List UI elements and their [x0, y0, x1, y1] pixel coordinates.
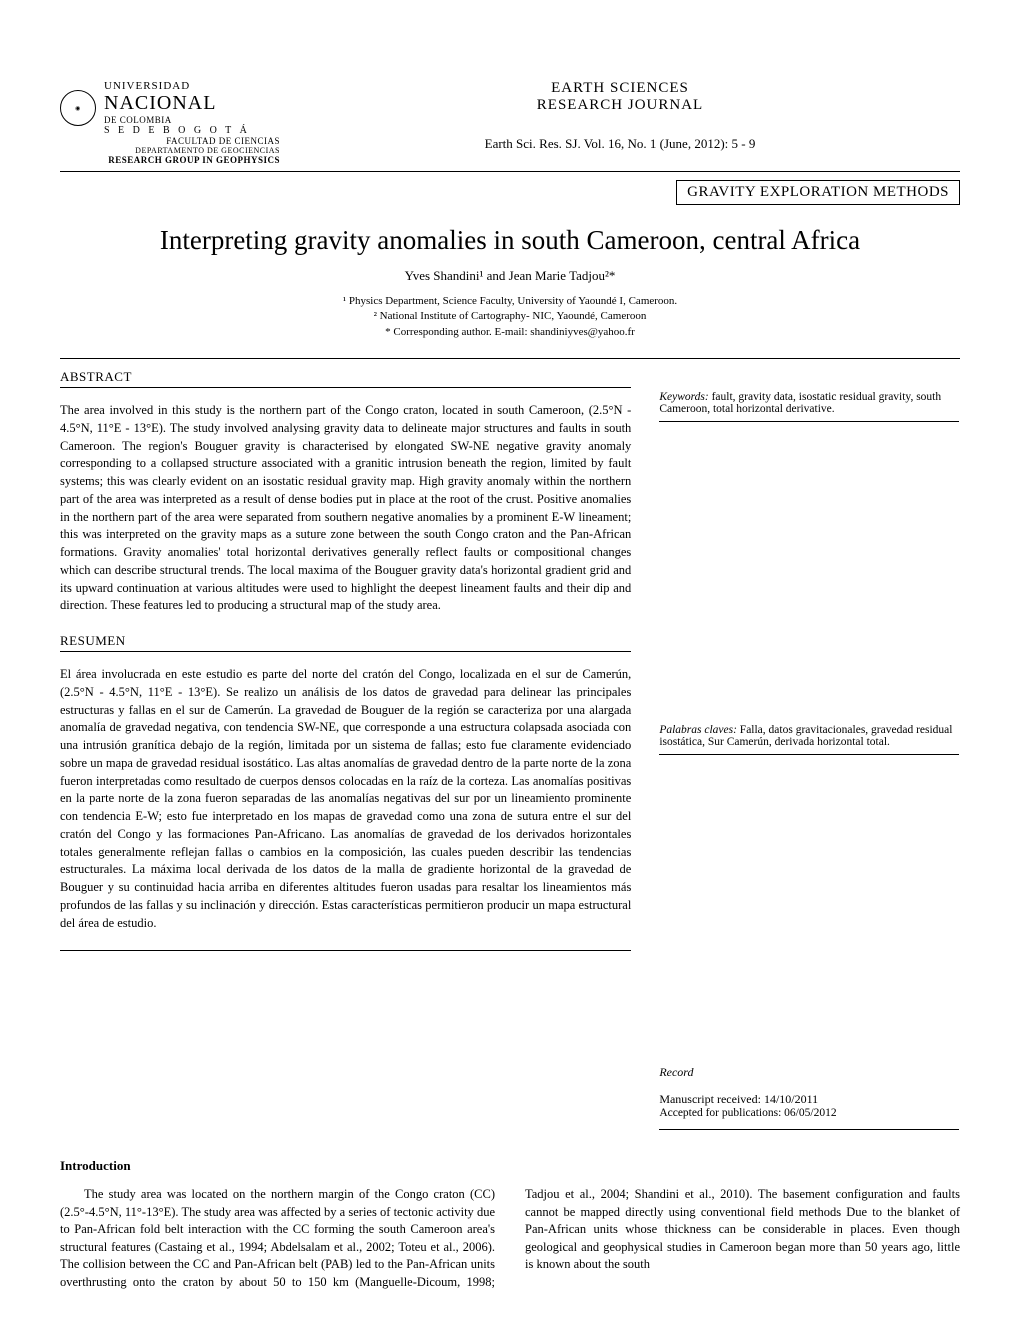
rule: [60, 950, 631, 951]
rule-short: [659, 754, 959, 755]
research-group-label: RESEARCH GROUP IN GEOPHYSICS: [60, 155, 280, 165]
affiliation-2: ² National Institute of Cartography- NIC…: [60, 309, 960, 324]
journal-header: EARTH SCIENCES RESEARCH JOURNAL Earth Sc…: [280, 70, 960, 152]
facultad-label: FACULTAD DE CIENCIAS: [60, 136, 280, 146]
article-title: Interpreting gravity anomalies in south …: [60, 225, 960, 256]
rule-short: [659, 421, 959, 422]
abstract-heading: ABSTRACT: [60, 369, 631, 385]
issue-line: Earth Sci. Res. SJ. Vol. 16, No. 1 (June…: [280, 136, 960, 152]
authors-line: Yves Shandini¹ and Jean Marie Tadjou²*: [60, 268, 960, 284]
journal-subtitle: RESEARCH JOURNAL: [280, 97, 960, 114]
affiliation-1: ¹ Physics Department, Science Faculty, U…: [60, 294, 960, 309]
university-sede: S E D E B O G O T Á: [104, 125, 250, 136]
journal-title: EARTH SCIENCES: [280, 80, 960, 97]
section-tag-box: GRAVITY EXPLORATION METHODS: [676, 180, 960, 205]
record-received: Manuscript received: 14/10/2011: [659, 1092, 960, 1107]
introduction-body: The study area was located on the northe…: [60, 1186, 960, 1291]
keywords-en: Keywords: fault, gravity data, isostatic…: [659, 391, 960, 415]
university-seal-icon: ◉: [60, 90, 96, 126]
introduction-heading: Introduction: [60, 1158, 960, 1174]
university-name: UNIVERSIDAD: [104, 80, 250, 92]
departamento-label: DEPARTAMENTO DE GEOCIENCIAS: [60, 146, 280, 155]
keywords-es-label: Palabras claves:: [659, 724, 737, 736]
keywords-en-label: Keywords:: [659, 391, 708, 403]
record-heading: Record: [659, 1065, 960, 1080]
rule-short: [659, 1129, 959, 1130]
rule: [60, 651, 631, 652]
abstract-text: The area involved in this study is the n…: [60, 402, 631, 615]
side-column: Keywords: fault, gravity data, isostatic…: [659, 361, 960, 1142]
rule: [60, 387, 631, 388]
university-nacional: NACIONAL: [104, 92, 250, 115]
university-logo-block: ◉ UNIVERSIDAD NACIONAL DE COLOMBIA S E D…: [60, 70, 280, 165]
rule: [60, 171, 960, 172]
introduction-text: The study area was located on the northe…: [60, 1186, 960, 1291]
resumen-text: El área involucrada en este estudio es p…: [60, 666, 631, 932]
corresponding-author: * Corresponding author. E-mail: shandini…: [60, 325, 960, 340]
keywords-es: Palabras claves: Falla, datos gravitacio…: [659, 724, 960, 748]
resumen-heading: RESUMEN: [60, 633, 631, 649]
record-accepted: Accepted for publications: 06/05/2012: [659, 1107, 960, 1119]
affiliations: ¹ Physics Department, Science Faculty, U…: [60, 294, 960, 340]
university-country: DE COLOMBIA: [104, 115, 250, 125]
rule: [60, 358, 960, 359]
main-column: ABSTRACT The area involved in this study…: [60, 361, 631, 1142]
